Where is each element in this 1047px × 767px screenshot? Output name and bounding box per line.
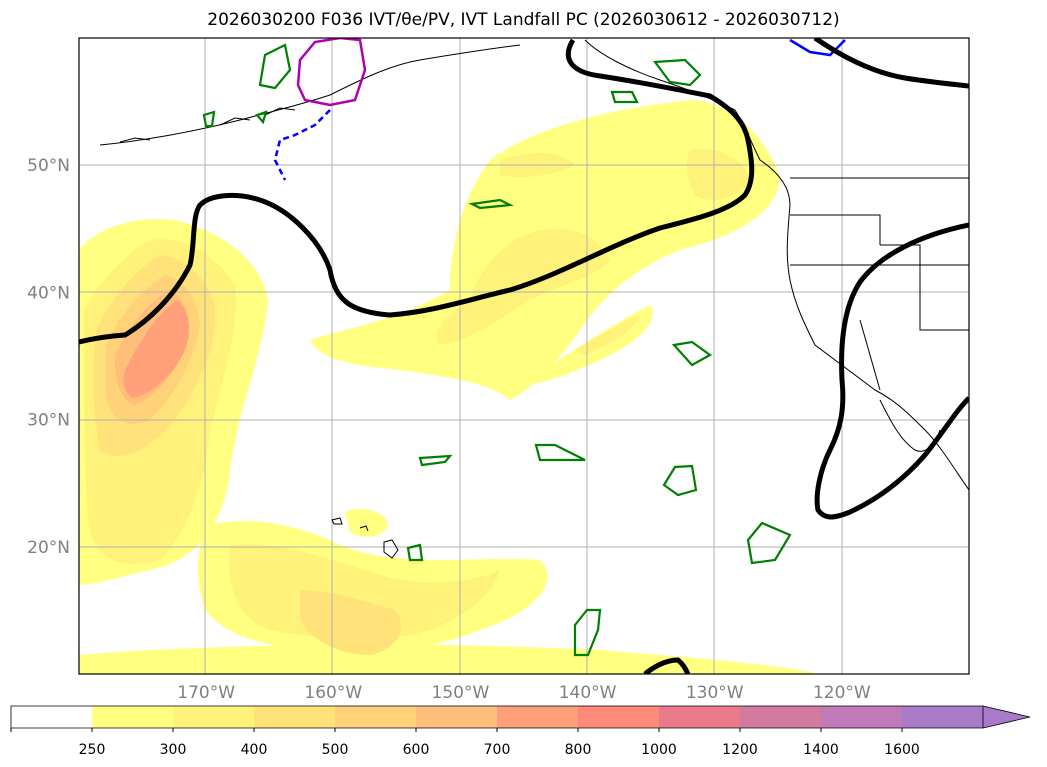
pv-contour-north-pacific — [468, 198, 514, 210]
colorbar-tick-label: 1400 — [803, 742, 839, 758]
pv-contour-hawaii — [406, 543, 424, 562]
x-axis-tick-labels: 170°W 160°W 150°W 140°W 130°W 120°W — [177, 683, 871, 703]
pv-contour-central — [418, 454, 453, 467]
ivt-700-west — [123, 300, 190, 398]
ivt-400-south — [300, 590, 401, 655]
pv-contour-subtropical — [534, 443, 586, 462]
colorbar-tick-label: 600 — [403, 742, 430, 758]
landfall-pc-contour-south — [643, 657, 691, 674]
colorbar: 250 300 400 500 600 700 800 1000 1200 1400 1600 — [10, 705, 1031, 758]
colorbar-tick-label: 700 — [484, 742, 511, 758]
colorbar-segment — [821, 706, 902, 728]
x-tick-label: 130°W — [686, 683, 744, 703]
colorbar-tick-label: 1600 — [884, 742, 920, 758]
ivt-250-hawaii — [345, 508, 388, 537]
colorbar-segment — [11, 706, 92, 728]
colorbar-tick-label: 400 — [241, 742, 268, 758]
x-tick-label: 140°W — [559, 683, 617, 703]
x-tick-label: 120°W — [813, 683, 871, 703]
x-tick-label: 160°W — [304, 683, 362, 703]
pv-contour-alaska-small — [202, 110, 268, 128]
pv-contour-gulf — [652, 58, 702, 87]
landfall-pc-contour-main — [79, 38, 755, 345]
y-tick-label: 20°N — [27, 538, 70, 558]
colorbar-tick-label: 250 — [79, 742, 106, 758]
landfall-pc-contour-east — [814, 222, 969, 520]
colorbar-tick-label: 1200 — [722, 742, 758, 758]
colorbar-tick-label: 300 — [160, 742, 187, 758]
chart-title: 2026030200 F036 IVT/θe/PV, IVT Landfall … — [207, 10, 840, 30]
pv-contour-alaska — [258, 43, 292, 90]
pv-contour-west-coast — [610, 90, 639, 104]
colorbar-segment — [740, 706, 821, 728]
x-tick-label: 170°W — [177, 683, 235, 703]
coastline-alaska — [99, 44, 521, 146]
colorbar-segment — [335, 706, 416, 728]
colorbar-extend-arrow — [982, 705, 1031, 729]
y-tick-label: 50°N — [27, 156, 70, 176]
colorbar-segment — [578, 706, 659, 728]
colorbar-segment — [902, 706, 983, 728]
landfall-pc-contour-north — [813, 38, 969, 89]
colorbar-tick-label: 500 — [322, 742, 349, 758]
colorbar-segment — [254, 706, 335, 728]
x-tick-label: 150°W — [432, 683, 490, 703]
ivt-250-bottom — [79, 644, 820, 674]
pv-contour-tropical-southeast — [746, 521, 792, 565]
colorbar-tick-label: 800 — [565, 742, 592, 758]
theta-e-contour-blue-northeast — [789, 38, 846, 57]
y-tick-label: 40°N — [27, 283, 70, 303]
coastline-alaska-islands — [119, 107, 296, 143]
ivt-300-tongue — [575, 315, 640, 355]
theta-e-contours — [273, 38, 846, 181]
coastline-hawaii — [331, 517, 399, 559]
theta-e-contour-magenta — [296, 38, 367, 107]
colorbar-segment — [173, 706, 254, 728]
ivt-300-river — [436, 149, 750, 345]
ivt-shading — [79, 100, 820, 674]
pv-contour-south — [573, 608, 602, 657]
map-frame — [78, 37, 970, 675]
y-axis-tick-labels: 50°N 40°N 30°N 20°N — [27, 156, 70, 558]
colorbar-segment — [659, 706, 740, 728]
colorbar-segment — [92, 706, 173, 728]
colorbar-segment — [497, 706, 578, 728]
pv-contour-tropical-east — [662, 464, 698, 497]
colorbar-tick-label: 1000 — [641, 742, 677, 758]
landfall-pc-contours — [79, 38, 969, 674]
graticule — [79, 38, 969, 674]
y-tick-label: 30°N — [27, 411, 70, 431]
pv-contour-east-pacific — [671, 340, 713, 367]
theta-e-contour-blue-dashed — [273, 109, 331, 181]
ivt-300-south — [229, 544, 500, 640]
colorbar-segment — [416, 706, 497, 728]
pv-contours — [202, 43, 792, 657]
